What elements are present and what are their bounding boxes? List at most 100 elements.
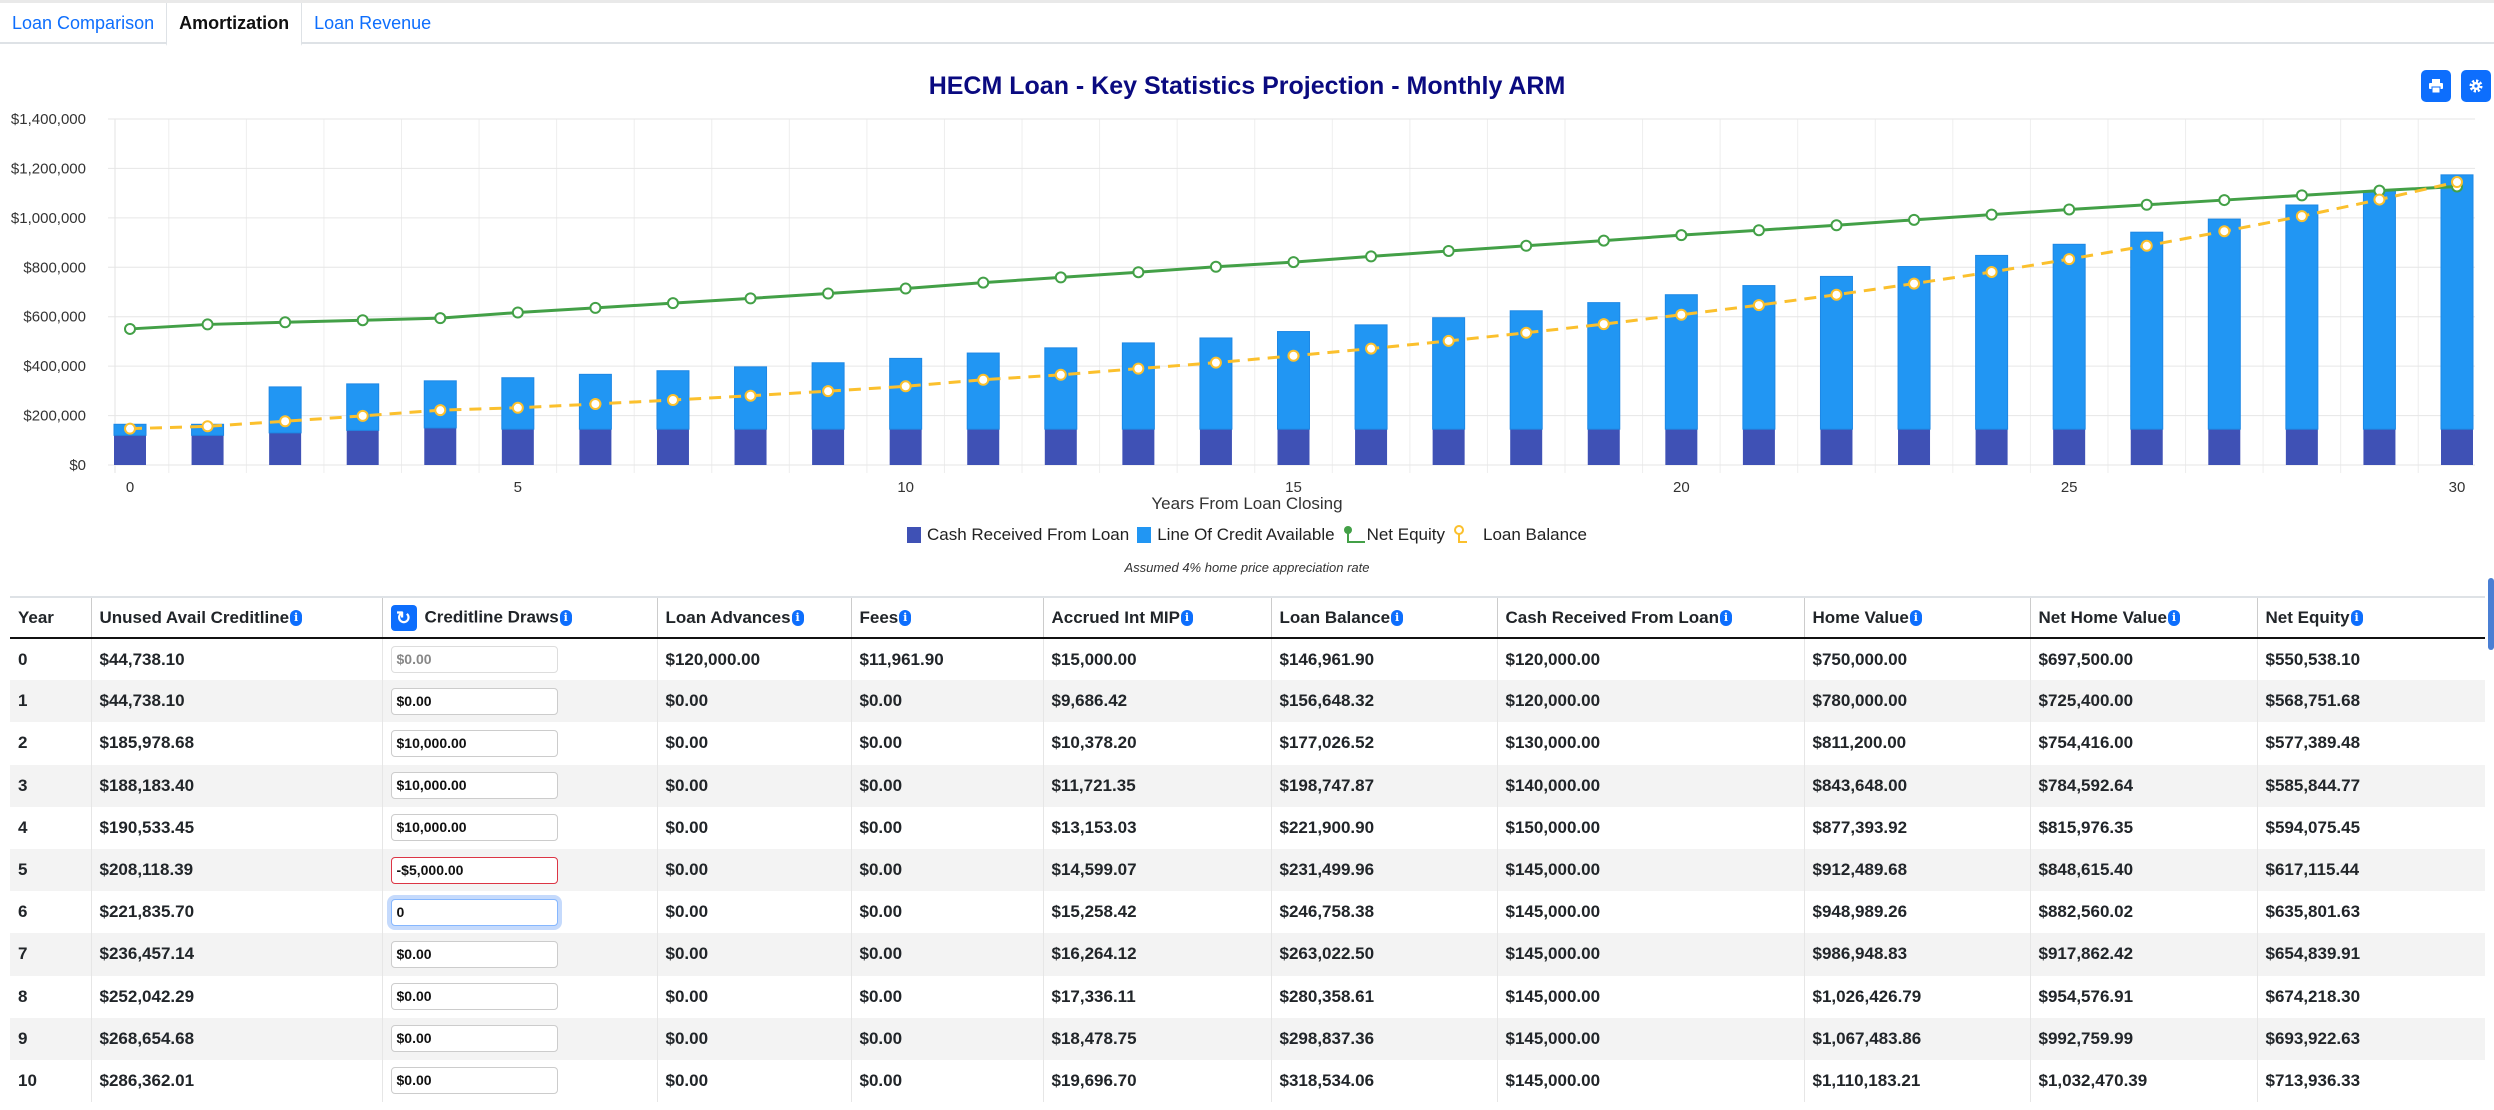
reset-draws-button[interactable]: ↻ [390,604,417,631]
creditline-draw-input[interactable]: $0.00 [390,1025,558,1053]
x-tick-label: 10 [897,479,914,495]
info-icon[interactable]: i [1180,610,1193,627]
legend-item-equity[interactable]: Net Equity [1343,525,1445,545]
point-net-equity [899,282,912,295]
point-net-equity [2218,194,2231,207]
bar-cash-received [1820,429,1853,465]
legend-swatch-credit [1137,527,1152,543]
creditline-draw-input[interactable]: 0 [390,898,558,926]
table-cell: $11,721.35 [1042,764,1271,807]
column-header: Fees i [850,596,1043,639]
point-net-equity [2295,189,2308,202]
legend-label: Loan Balance [1483,525,1587,544]
table-cell: $693,922.63 [2256,1017,2485,1060]
bar-cash-received [2285,429,2318,465]
tab-loan-comparison[interactable]: Loan Comparison [12,13,155,33]
tab-loan-revenue[interactable]: Loan Revenue [314,13,432,33]
table-row: 9 $268,654.68 $0.00 $0.00 $0.00 $18,478.75 $29… [10,1017,2485,1060]
creditline-draw-input[interactable]: $0.00 [390,1067,558,1095]
table-cell: $0.00 [656,891,851,934]
point-loan-balance [279,415,292,428]
info-icon[interactable]: i [1391,610,1404,627]
bar-line-of-credit [2207,218,2241,430]
info-icon[interactable]: i [559,609,572,626]
info-icon[interactable]: i [791,610,804,627]
point-loan-balance [1908,277,1921,290]
info-icon[interactable]: i [1720,610,1733,627]
legend-item-balance[interactable]: Loan Balance [1453,525,1587,545]
table-body: 0 $44,738.10 $0.00 $120,000.00 $11,961.90 $15… [10,638,2485,1103]
point-loan-balance [977,373,990,386]
creditline-draw-input[interactable]: $0.00 [390,687,558,715]
print-button[interactable] [2421,70,2451,102]
table-cell: 6 [18,902,28,922]
legend-item-cash[interactable]: Cash Received From Loan [907,525,1129,545]
chart-title: HECM Loan - Key Statistics Projection - … [928,72,1566,100]
point-net-equity [1908,213,1921,226]
table-cell: $145,000.00 [1496,975,1804,1018]
legend-item-credit[interactable]: Line Of Credit Available [1137,525,1335,545]
column-header: Home Value i [1803,596,2030,639]
column-header-label: Loan Balance [1279,607,1391,627]
legend-label: Cash Received From Loan [927,525,1130,544]
table-cell: $0.00 [850,764,1043,807]
bar-cash-received [1277,429,1310,465]
creditline-draw-input[interactable]: $10,000.00 [390,729,558,757]
bar-cash-received [1898,429,1931,465]
creditline-draw-input[interactable]: $10,000.00 [390,772,558,800]
creditline-draw-input[interactable]: $0.00 [390,983,558,1011]
x-tick-label: 20 [1673,479,1690,495]
y-tick-label: $800,000 [23,259,86,276]
table-cell: $16,264.12 [1042,933,1271,976]
bar-line-of-credit [889,357,923,430]
point-loan-balance [2451,176,2463,189]
info-icon[interactable]: i [899,610,912,627]
point-net-equity [1209,260,1222,273]
x-axis-title: Years From Loan Closing [1151,494,1343,513]
table-cell: 2 [18,733,28,753]
table-cell: $0.00 [656,1017,851,1060]
point-net-equity [1132,266,1145,279]
table-cell: $13,153.03 [1042,806,1271,849]
point-net-equity [666,297,679,310]
bar-cash-received [967,429,1000,465]
point-loan-balance [511,401,524,414]
point-loan-balance [2140,239,2153,252]
table-row: 5 $208,118.39 -$5,000.00 $0.00 $0.00 $14,599.… [10,848,2485,892]
info-icon[interactable]: i [2168,610,2180,627]
creditline-draw-input[interactable]: $0.00 [390,646,558,674]
point-loan-balance [822,385,835,398]
table-cell: $635,801.63 [2256,891,2485,934]
bar-line-of-credit [1121,342,1155,430]
point-net-equity [2140,198,2153,211]
printer-icon [2429,79,2443,94]
table-cell: $145,000.00 [1496,848,1804,892]
table-cell: $10,000.00 [381,764,657,807]
info-icon[interactable]: i [290,610,303,627]
tab-amortization[interactable]: Amortization [166,3,303,46]
bar-line-of-credit [1199,337,1233,430]
point-loan-balance [1054,368,1067,381]
point-net-equity [1054,271,1067,284]
column-header-label: Loan Advances [665,607,791,627]
creditline-draw-input[interactable]: $0.00 [390,940,558,968]
info-icon[interactable]: i [2350,610,2363,627]
point-net-equity [2063,203,2076,216]
scrollbar[interactable] [2488,578,2494,650]
point-loan-balance [124,422,136,435]
table-cell: $0.00 [656,806,851,849]
table-cell: $815,976.35 [2029,806,2257,849]
point-loan-balance [434,404,447,417]
table-cell: 0 [381,891,657,934]
column-header: Accrued Int MIP i [1042,596,1271,639]
creditline-draw-input[interactable]: $10,000.00 [390,814,558,842]
info-icon[interactable]: i [1909,610,1922,627]
bar-cash-received [114,435,146,465]
table-header-row: Year Unused Avail Creditline i ↻ Creditline … [10,596,2485,639]
table-cell: 5 [10,848,91,892]
creditline-draw-input[interactable]: -$5,000.00 [390,856,558,884]
point-loan-balance [1597,318,1610,331]
table-cell: $0.00 [656,975,851,1018]
settings-button[interactable] [2461,70,2491,102]
table-cell: $882,560.02 [2029,891,2257,934]
